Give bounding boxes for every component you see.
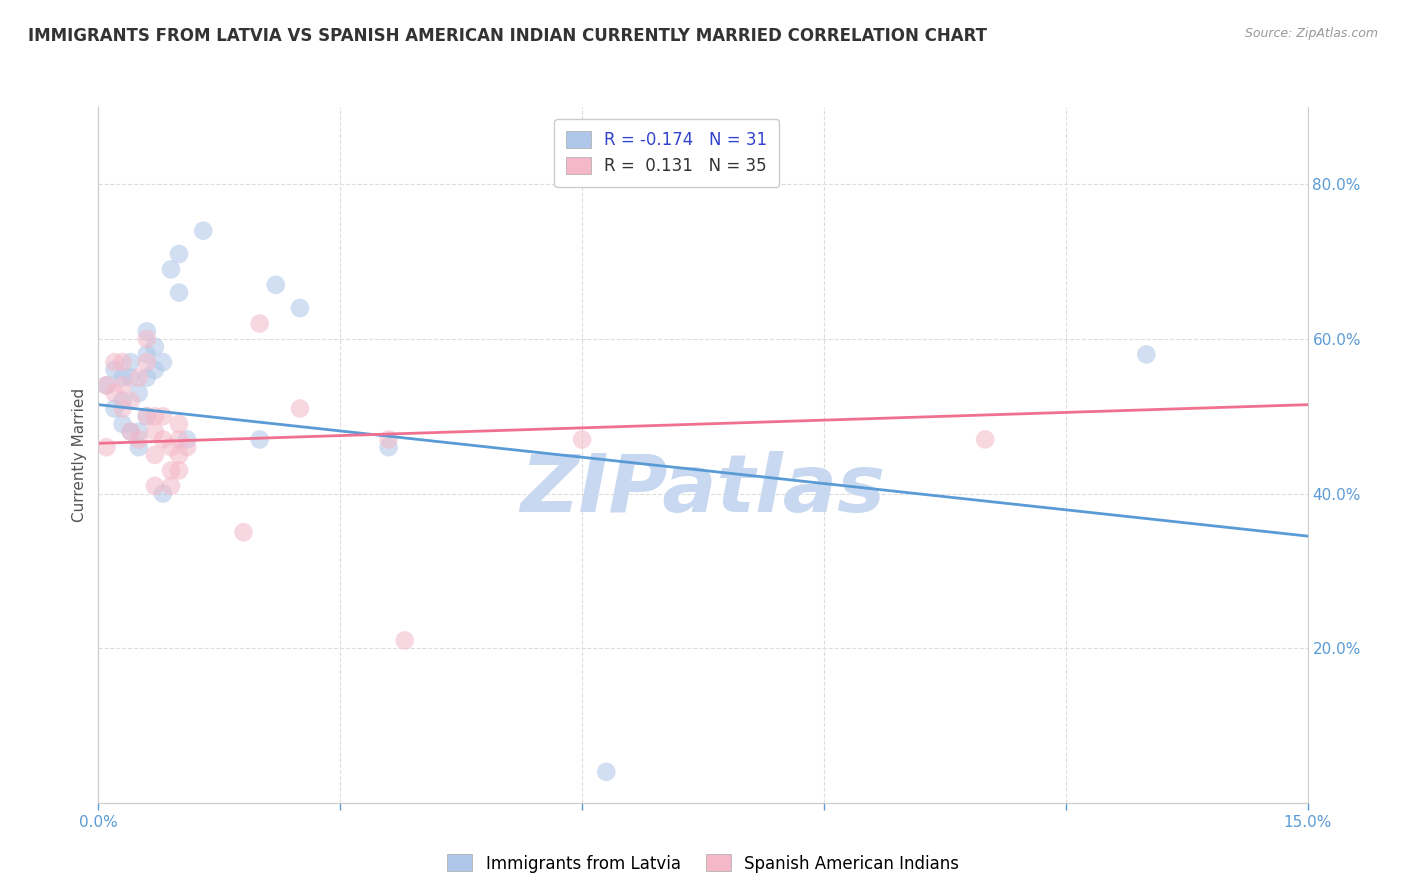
Point [152, 433, 174, 447]
Point [176, 440, 198, 454]
Point [160, 262, 183, 277]
Point [111, 417, 134, 431]
Point [135, 370, 157, 384]
Legend: Immigrants from Latvia, Spanish American Indians: Immigrants from Latvia, Spanish American… [440, 847, 966, 880]
Point [595, 764, 617, 779]
Point [571, 433, 593, 447]
Text: IMMIGRANTS FROM LATVIA VS SPANISH AMERICAN INDIAN CURRENTLY MARRIED CORRELATION : IMMIGRANTS FROM LATVIA VS SPANISH AMERIC… [28, 27, 987, 45]
Point [96, 378, 118, 392]
Point [152, 486, 174, 500]
Point [167, 448, 190, 462]
Point [176, 433, 198, 447]
Point [143, 479, 166, 493]
Text: Source: ZipAtlas.com: Source: ZipAtlas.com [1244, 27, 1378, 40]
Point [193, 224, 215, 238]
Point [135, 409, 157, 424]
Point [111, 370, 134, 384]
Point [143, 425, 166, 439]
Point [167, 247, 190, 261]
Point [143, 409, 166, 424]
Point [128, 425, 150, 439]
Point [103, 386, 125, 401]
Point [167, 433, 190, 447]
Point [135, 324, 157, 338]
Point [249, 433, 271, 447]
Point [377, 433, 399, 447]
Point [160, 479, 183, 493]
Point [111, 393, 134, 408]
Point [974, 433, 997, 447]
Point [232, 525, 254, 540]
Point [264, 277, 287, 292]
Point [135, 409, 157, 424]
Point [120, 425, 142, 439]
Point [103, 363, 125, 377]
Point [135, 355, 157, 369]
Point [288, 301, 311, 315]
Point [394, 633, 416, 648]
Point [143, 363, 166, 377]
Legend: R = -0.174   N = 31, R =  0.131   N = 35: R = -0.174 N = 31, R = 0.131 N = 35 [554, 119, 779, 186]
Point [128, 433, 150, 447]
Point [1135, 347, 1157, 361]
Point [135, 332, 157, 346]
Point [249, 317, 271, 331]
Point [103, 401, 125, 416]
Point [128, 386, 150, 401]
Point [167, 285, 190, 300]
Point [377, 440, 399, 454]
Point [128, 440, 150, 454]
Point [120, 355, 142, 369]
Point [120, 425, 142, 439]
Point [120, 393, 142, 408]
Point [111, 378, 134, 392]
Point [167, 463, 190, 477]
Point [135, 347, 157, 361]
Point [120, 370, 142, 384]
Point [96, 378, 118, 392]
Point [152, 409, 174, 424]
Point [128, 370, 150, 384]
Text: ZIPatlas: ZIPatlas [520, 450, 886, 529]
Y-axis label: Currently Married: Currently Married [72, 388, 87, 522]
Point [152, 355, 174, 369]
Point [288, 401, 311, 416]
Point [96, 440, 118, 454]
Point [160, 463, 183, 477]
Point [167, 417, 190, 431]
Point [143, 448, 166, 462]
Point [143, 340, 166, 354]
Point [111, 355, 134, 369]
Point [111, 401, 134, 416]
Point [103, 355, 125, 369]
Point [160, 440, 183, 454]
